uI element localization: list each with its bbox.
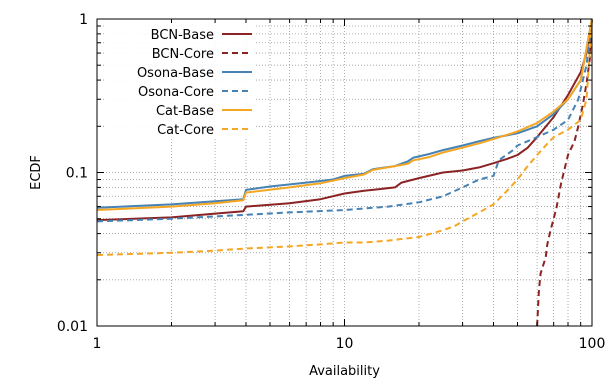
series-line-osona-base [96,18,593,209]
legend-label: Osona-Base [137,66,214,81]
series-line-bcn-core [536,18,593,327]
grid-lines [97,19,592,326]
series-layer [96,18,593,327]
legend-label: Osona-Core [138,85,214,100]
y-tick-label: 1 [79,12,88,28]
y-tick-label: 0.01 [57,319,88,335]
series-line-bcn-base [96,18,593,222]
legend-label: Cat-Base [156,104,214,119]
legend-label: BCN-Core [152,47,214,62]
x-axis-label: Availability [309,364,380,379]
series-line-cat-core [96,18,593,256]
axis-ticks: 1 10 100 0.01 0.1 1 [57,12,606,352]
series-line-osona-core [96,18,593,223]
series-line-cat-base [96,18,593,211]
x-tick-label: 10 [336,336,354,352]
x-tick-label: 100 [579,336,606,352]
legend: BCN-Base BCN-Core Osona-Base Osona-Core Cat-… [104,24,254,138]
y-tick-label: 0.1 [66,166,88,182]
x-tick-label: 1 [93,336,102,352]
y-axis-label: ECDF [29,155,44,190]
legend-label: BCN-Base [151,28,214,43]
legend-background [104,24,254,138]
legend-label: Cat-Core [157,123,214,138]
